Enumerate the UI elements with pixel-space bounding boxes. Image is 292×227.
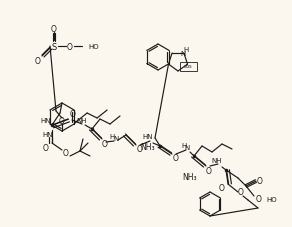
- Text: abs: abs: [184, 64, 192, 69]
- Text: NH₃: NH₃: [183, 173, 197, 182]
- Text: O: O: [67, 42, 73, 51]
- Text: O: O: [51, 24, 57, 33]
- Text: O: O: [35, 56, 41, 65]
- Text: H: H: [181, 142, 187, 148]
- Text: O: O: [63, 149, 69, 158]
- Text: H: H: [110, 133, 115, 139]
- Text: O: O: [59, 117, 65, 126]
- Text: HO: HO: [266, 196, 277, 202]
- Text: O: O: [206, 167, 212, 176]
- Text: HN: HN: [43, 131, 53, 137]
- Text: O: O: [257, 177, 263, 186]
- Text: NH₃: NH₃: [141, 143, 155, 152]
- Text: O: O: [137, 145, 143, 154]
- Text: O: O: [102, 140, 108, 149]
- Text: O: O: [70, 110, 76, 119]
- Text: HO: HO: [88, 44, 99, 50]
- Text: S: S: [51, 42, 57, 51]
- Text: N: N: [113, 135, 119, 141]
- Text: O: O: [43, 144, 49, 153]
- Text: O: O: [256, 195, 262, 204]
- Text: O: O: [238, 188, 244, 197]
- Text: H: H: [183, 47, 189, 53]
- Text: HN: HN: [143, 133, 153, 139]
- Text: N: N: [184, 144, 190, 150]
- Text: HN: HN: [41, 118, 51, 123]
- Text: O: O: [173, 154, 179, 163]
- Text: O: O: [219, 184, 225, 193]
- Text: NH: NH: [77, 118, 87, 123]
- Text: N: N: [180, 51, 186, 57]
- Text: NH: NH: [212, 157, 222, 163]
